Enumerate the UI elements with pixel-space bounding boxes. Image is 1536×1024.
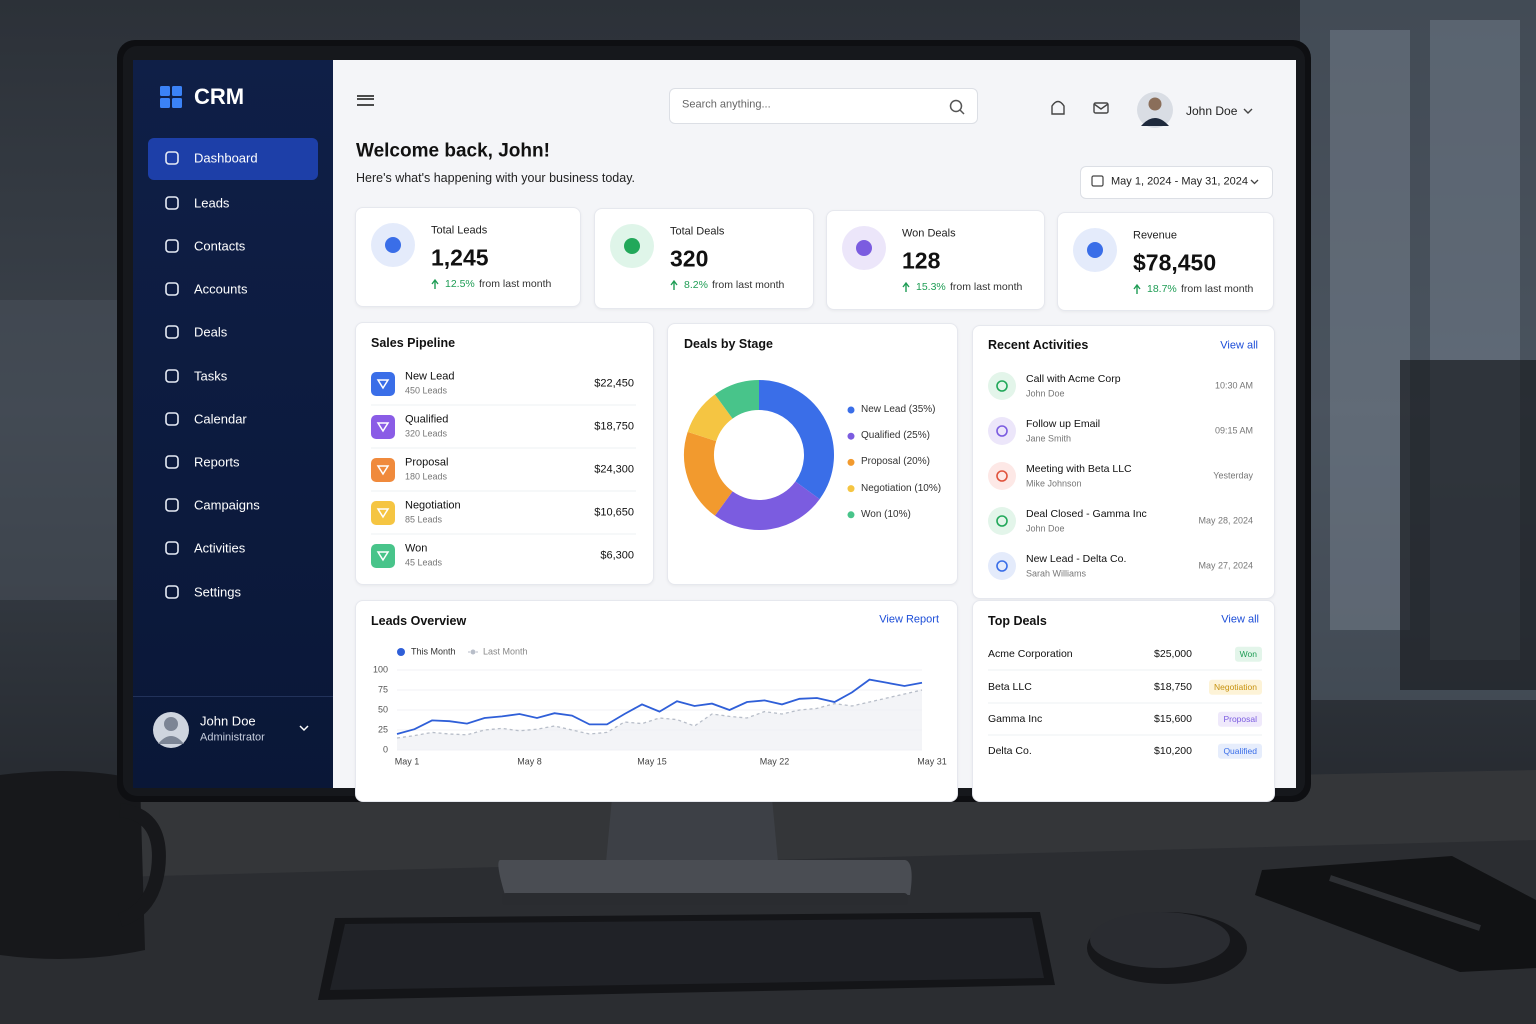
welcome-subtitle: Here's what's happening with your busine… [356, 170, 636, 185]
stat-value: 320 [670, 245, 709, 272]
activity-title: New Lead - Delta Co. [1026, 552, 1127, 565]
nav-item[interactable]: Deals [194, 324, 228, 340]
user-name: John Doe [200, 713, 256, 729]
panel-title: Leads Overview [371, 613, 467, 628]
panel [972, 325, 1275, 599]
link[interactable]: View all [1221, 613, 1259, 626]
deal-status: Negotiation [1208, 679, 1262, 695]
stage-count: 450 Leads [405, 385, 448, 396]
legend-label: Won (10%) [861, 508, 911, 520]
legend-label: Qualified (25%) [861, 430, 930, 442]
panel [667, 323, 958, 585]
stage-name: Proposal [405, 456, 449, 469]
stat-label: Total Leads [431, 224, 488, 237]
activity-title: Deal Closed - Gamma Inc [1026, 507, 1147, 520]
nav-item[interactable]: Campaigns [194, 497, 260, 513]
header-user[interactable]: John Doe [1186, 104, 1238, 118]
stat-note: from last month [1181, 282, 1254, 295]
stat-change: 12.5% [445, 277, 475, 290]
link[interactable]: View all [1220, 339, 1258, 352]
welcome-title: Welcome back, John! [356, 140, 550, 162]
link[interactable]: View Report [879, 613, 939, 626]
stage-count: 85 Leads [405, 514, 443, 525]
stage-name: Negotiation [405, 499, 461, 512]
panel [972, 600, 1275, 802]
activity-person: Sarah Williams [1026, 568, 1087, 579]
deal-status: Qualified [1218, 743, 1262, 759]
activity-title: Follow up Email [1026, 417, 1101, 430]
stat-change: 15.3% [916, 280, 946, 293]
legend-label: Negotiation (10%) [861, 482, 942, 494]
activity-person: Mike Johnson [1026, 478, 1082, 489]
activity-time: 09:15 AM [1214, 425, 1253, 436]
date-picker[interactable] [1080, 166, 1273, 199]
deal-amount: $18,750 [1154, 680, 1192, 693]
stat-value: $78,450 [1133, 249, 1217, 276]
deal-company: Acme Corporation [988, 647, 1073, 660]
stage-amount: $10,650 [594, 506, 634, 519]
stat-note: from last month [479, 277, 552, 290]
nav-item[interactable]: Dashboard [194, 150, 258, 166]
activity-person: John Doe [1026, 388, 1065, 399]
nav-item[interactable]: Accounts [194, 281, 248, 297]
sidebar-divider [133, 696, 333, 697]
activity-title: Meeting with Beta LLC [1026, 462, 1132, 475]
panel-title: Top Deals [988, 613, 1047, 628]
stage-count: 180 Leads [405, 471, 448, 482]
date-range[interactable]: May 1, 2024 - May 31, 2024 [1111, 175, 1248, 188]
legend-label: Proposal (20%) [861, 456, 930, 468]
search-box[interactable] [669, 88, 978, 124]
nav-item[interactable]: Calendar [194, 411, 247, 427]
nav-item[interactable]: Reports [194, 454, 240, 470]
nav-item[interactable]: Leads [194, 195, 230, 211]
deal-company: Beta LLC [988, 680, 1032, 693]
stat-label: Won Deals [902, 227, 956, 240]
deal-company: Gamma Inc [988, 712, 1043, 725]
activity-time: May 28, 2024 [1198, 515, 1253, 526]
deal-status: Proposal [1218, 711, 1262, 727]
activity-title: Call with Acme Corp [1026, 372, 1121, 385]
deal-status: Won [1234, 646, 1262, 662]
stat-change: 18.7% [1147, 282, 1177, 295]
activity-time: 10:30 AM [1214, 380, 1253, 391]
stage-name: Qualified [405, 413, 449, 426]
stage-name: New Lead [405, 370, 455, 383]
stage-count: 45 Leads [405, 557, 443, 568]
nav-item[interactable]: Contacts [194, 238, 246, 254]
stat-label: Revenue [1133, 229, 1178, 242]
panel [355, 322, 654, 585]
legend-label: New Lead (35%) [861, 404, 936, 415]
deal-amount: $25,000 [1154, 647, 1192, 660]
stage-name: Won [405, 542, 428, 555]
stage-amount: $18,750 [594, 420, 634, 433]
stage-amount: $6,300 [600, 549, 634, 562]
stage-amount: $24,300 [594, 463, 634, 476]
nav-item[interactable]: Activities [194, 540, 246, 556]
stat-note: from last month [950, 280, 1023, 293]
stage-amount: $22,450 [594, 377, 634, 390]
stat-value: 128 [902, 247, 941, 274]
deal-amount: $10,200 [1154, 744, 1192, 757]
deal-amount: $15,600 [1154, 712, 1192, 725]
activity-person: Jane Smith [1026, 433, 1072, 444]
stat-label: Total Deals [670, 225, 725, 238]
deal-company: Delta Co. [988, 744, 1032, 757]
panel-title: Recent Activities [988, 337, 1089, 352]
stat-change: 8.2% [684, 278, 708, 291]
panel-title: Deals by Stage [684, 336, 773, 351]
stat-note: from last month [712, 278, 785, 291]
nav-item[interactable]: Settings [194, 584, 241, 600]
stat-value: 1,245 [431, 244, 489, 271]
activity-time: Yesterday [1213, 470, 1253, 481]
nav-item[interactable]: Tasks [194, 368, 228, 384]
search-placeholder: Search anything... [682, 98, 771, 111]
brand: CRM [194, 84, 245, 109]
stage-count: 320 Leads [405, 428, 448, 439]
panel-title: Sales Pipeline [371, 335, 456, 350]
panel [355, 600, 958, 802]
activity-time: May 27, 2024 [1198, 560, 1253, 571]
activity-person: John Doe [1026, 523, 1065, 534]
user-role: Administrator [200, 731, 265, 744]
